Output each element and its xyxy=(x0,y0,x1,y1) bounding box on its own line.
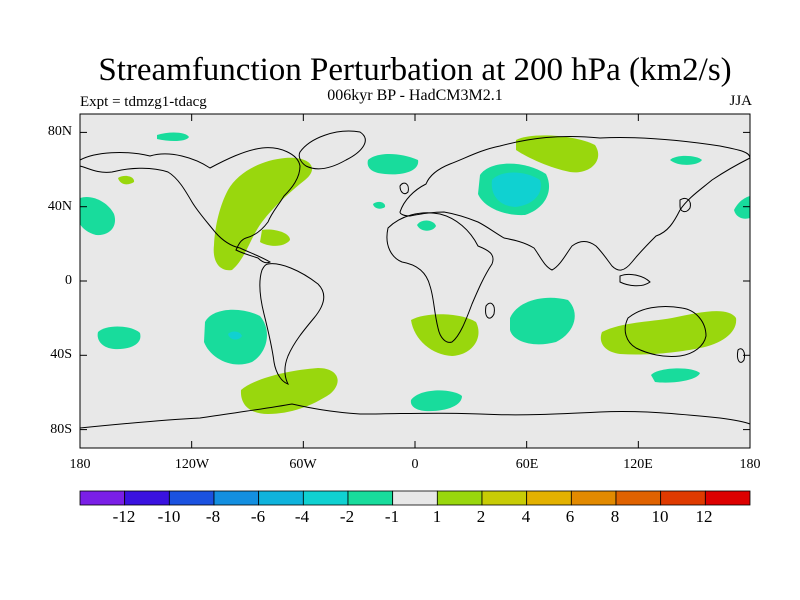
coast-greenland xyxy=(298,130,366,170)
colorbar-label: -2 xyxy=(339,507,355,526)
colorbar-swatch xyxy=(615,490,662,506)
colorbar-label: 4 xyxy=(521,507,531,526)
region-north-america-pos-small xyxy=(118,175,135,185)
colorbar-swatch xyxy=(392,490,438,506)
coast-australia xyxy=(624,305,707,357)
lat-label-80n: 80N xyxy=(47,124,72,139)
region-arctic-neg xyxy=(367,154,419,175)
region-north-america-pos xyxy=(213,157,313,271)
map-background xyxy=(80,114,750,448)
axis-ticks xyxy=(79,114,751,448)
colorbar-swatch xyxy=(526,490,572,506)
lon-label-180e: 180 xyxy=(739,457,761,472)
region-south-pacific-west-neg xyxy=(97,326,141,350)
region-north-siberia-pos xyxy=(516,135,599,173)
coast-indonesia xyxy=(619,273,651,287)
colorbar-swatch xyxy=(302,490,349,506)
region-south-pacific-core xyxy=(228,331,242,340)
colorbar-swatch xyxy=(704,490,751,506)
colorbar-swatch xyxy=(660,490,706,506)
colorbar-swatch xyxy=(124,490,170,506)
coast-eurasia xyxy=(399,135,751,271)
colorbar-label: -4 xyxy=(294,507,310,526)
coastlines xyxy=(79,130,751,429)
lon-label-60w: 60W xyxy=(289,457,317,472)
region-north-america-pos-ext xyxy=(260,229,290,246)
colorbar-label: -12 xyxy=(112,507,136,526)
colorbar-swatch xyxy=(347,490,394,506)
coast-madagascar xyxy=(485,302,495,319)
colorbar-label: -8 xyxy=(205,507,221,526)
region-small-neg-2 xyxy=(417,220,436,231)
coast-uk xyxy=(399,182,409,195)
colorbar-label: -6 xyxy=(250,507,266,526)
coast-antarctica xyxy=(79,403,751,429)
colorbar-label: -10 xyxy=(157,507,181,526)
colorbar-label: 6 xyxy=(565,507,575,526)
lat-label-0: 0 xyxy=(65,273,72,288)
colorbar-label: 10 xyxy=(651,507,669,526)
colorbar-label: 1 xyxy=(432,507,442,526)
contour-fills xyxy=(80,132,750,414)
colorbar-swatch xyxy=(570,490,617,506)
coast-north-america xyxy=(79,147,301,264)
colorbar-label: -1 xyxy=(384,507,400,526)
lon-label-180w: 180 xyxy=(69,457,91,472)
colorbar-swatch xyxy=(168,490,215,506)
region-pacific-neg-1 xyxy=(157,132,189,142)
region-west-pacific-neg xyxy=(734,196,750,219)
region-east-siberia-neg xyxy=(670,155,702,165)
region-small-neg-1 xyxy=(373,201,386,209)
lat-label-40s: 40S xyxy=(50,347,72,362)
colorbar-swatch xyxy=(258,490,304,506)
region-tasman-neg xyxy=(651,368,700,383)
lat-label-40n: 40N xyxy=(47,199,72,214)
lon-label-0: 0 xyxy=(411,457,419,472)
region-south-indian-neg xyxy=(510,297,575,345)
lon-label-60e: 60E xyxy=(515,457,539,472)
colorbar-label: 8 xyxy=(610,507,620,526)
region-north-atlantic-neg xyxy=(80,196,116,236)
colorbar-swatch xyxy=(481,490,528,506)
chart-title: Streamfunction Perturbation at 200 hPa (… xyxy=(98,52,732,88)
coast-south-america xyxy=(259,263,325,385)
chart-subtitle: 006kyr BP - HadCM3M2.1 xyxy=(327,87,503,104)
lon-label-120w: 120W xyxy=(174,457,210,472)
coast-africa xyxy=(386,212,494,343)
lon-label-120e: 120E xyxy=(623,457,653,472)
experiment-label: Expt = tdmzg1-tdacg xyxy=(80,94,207,110)
region-west-asia-core xyxy=(491,172,541,207)
colorbar-label: 2 xyxy=(476,507,486,526)
colorbar-swatch xyxy=(213,490,260,506)
colorbar-swatch xyxy=(79,490,126,506)
region-south-atlantic-pos xyxy=(411,314,479,356)
region-southern-ocean-neg xyxy=(410,390,462,412)
region-southern-ocean-pos xyxy=(240,368,338,414)
coast-new-zealand xyxy=(737,348,745,363)
season-label: JJA xyxy=(729,93,752,109)
colorbar xyxy=(79,490,751,506)
colorbar-label: 12 xyxy=(695,507,713,526)
colorbar-swatch xyxy=(436,490,483,506)
coast-japan xyxy=(679,197,691,213)
lat-label-80s: 80S xyxy=(50,422,72,437)
